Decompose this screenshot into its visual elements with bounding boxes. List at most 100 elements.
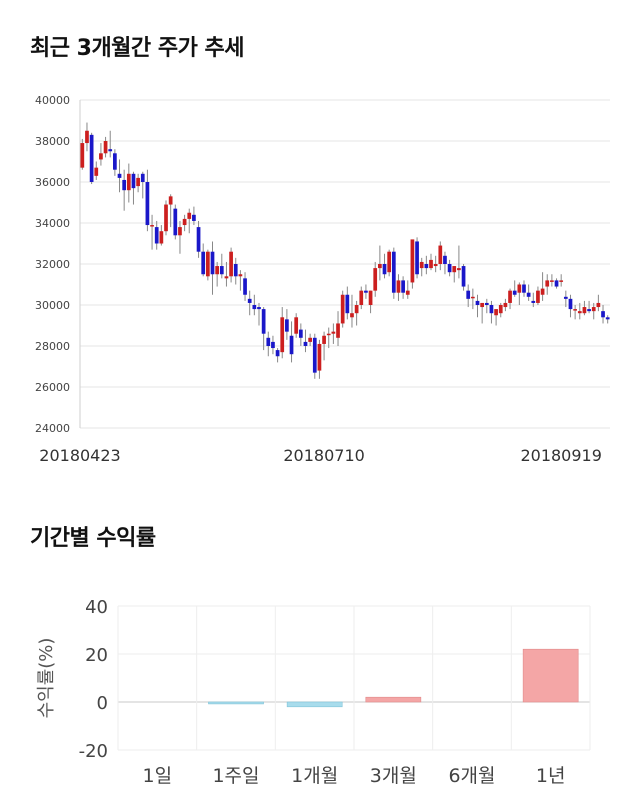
candle-body	[215, 266, 220, 275]
candle-body	[563, 296, 568, 299]
candle-body	[391, 251, 396, 293]
candle-body	[387, 251, 392, 273]
candle-body	[298, 329, 303, 338]
candle-body	[484, 302, 489, 305]
candle-body	[461, 266, 466, 287]
candle-body	[350, 313, 354, 318]
returns-x-tick-label: 1주일	[212, 765, 259, 787]
candle-body	[219, 266, 224, 275]
candle-body	[364, 290, 368, 293]
returns-y-tick-label: 20	[85, 645, 108, 666]
candle-body	[405, 290, 410, 295]
candle-body	[522, 284, 526, 293]
candle-body	[601, 311, 605, 318]
candle-body	[536, 290, 540, 303]
candle-body	[382, 264, 387, 275]
candle-body	[429, 259, 433, 269]
returns-y-tick-label: 0	[97, 693, 108, 714]
candle-body	[587, 309, 591, 312]
period-returns-title: 기간별 수익률	[30, 526, 156, 551]
candle-body	[312, 337, 317, 373]
candle-body	[545, 280, 550, 287]
candle-body	[271, 341, 275, 349]
price-y-tick-label: 38000	[35, 135, 70, 148]
candle-body	[531, 300, 536, 303]
candle-body	[438, 245, 443, 264]
candle-body	[373, 268, 378, 291]
candle-body	[154, 227, 159, 244]
candle-body	[150, 225, 154, 227]
price-y-tick-label: 34000	[35, 217, 70, 230]
candle-body	[145, 182, 150, 226]
candle-body	[99, 153, 103, 160]
candle-body	[94, 167, 99, 176]
returns-x-tick-label: 1개월	[291, 765, 338, 787]
candle-body	[322, 335, 326, 344]
candle-body	[559, 280, 564, 282]
candle-body	[136, 177, 140, 187]
price-y-tick-label: 30000	[35, 299, 70, 312]
candle-body	[447, 264, 452, 273]
candle-body	[210, 251, 215, 275]
candle-body	[494, 309, 498, 316]
candle-body	[591, 307, 596, 312]
candle-body	[224, 276, 229, 279]
price-y-tick-label: 36000	[35, 176, 70, 189]
price-x-tick-label: 20180423	[39, 446, 120, 465]
candle-body	[182, 218, 187, 226]
candle-body	[503, 302, 508, 308]
candle-body	[480, 302, 485, 308]
candle-body	[331, 331, 336, 334]
candle-body	[108, 149, 113, 152]
candle-body	[201, 251, 206, 275]
candle-body	[568, 298, 573, 310]
candle-body	[326, 333, 331, 336]
candle-body	[508, 290, 512, 303]
candle-body	[359, 290, 364, 305]
candle-body	[354, 305, 359, 314]
candle-body	[159, 231, 164, 244]
returns-x-tick-label: 1일	[143, 765, 173, 787]
candle-body	[415, 241, 419, 275]
returns-x-tick-label: 1년	[536, 765, 566, 787]
price-trend-chart: 24000 26000 28000 30000 32000 34000 36000 38000…	[35, 94, 610, 465]
candle-body	[345, 294, 350, 314]
candle-body	[126, 173, 131, 191]
candle-body	[498, 305, 503, 314]
candle-body	[85, 130, 89, 144]
candle-body	[275, 350, 280, 357]
candle-body	[378, 264, 382, 269]
candle-body	[192, 214, 196, 221]
candle-body	[113, 153, 117, 170]
candle-body	[131, 173, 136, 189]
candle-body	[252, 305, 257, 310]
candle-body	[247, 298, 252, 303]
candle-body	[103, 141, 108, 154]
candle-body	[229, 251, 233, 277]
returns-x-tick-label: 6개월	[448, 765, 495, 787]
candle-body	[257, 307, 261, 310]
price-x-tick-label: 20180710	[283, 446, 364, 465]
returns-bar	[208, 701, 264, 705]
candle-body	[285, 319, 289, 332]
candle-body	[605, 317, 610, 320]
candle-body	[368, 290, 373, 305]
returns-bar	[365, 696, 422, 703]
returns-x-tick-label: 3개월	[370, 765, 417, 787]
returns-y-tick-label: 40	[85, 597, 108, 618]
price-x-tick-label: 20180919	[520, 446, 601, 465]
candle-body	[164, 204, 168, 232]
candle-body	[294, 317, 299, 334]
candle-body	[140, 173, 145, 182]
candle-body	[526, 292, 531, 297]
candle-body	[457, 268, 461, 271]
candle-body	[419, 261, 424, 269]
price-y-tick-label: 32000	[35, 258, 70, 271]
price-y-tick-label: 24000	[35, 422, 70, 435]
candle-body	[452, 266, 457, 273]
candle-body	[424, 264, 429, 269]
returns-bar	[286, 701, 343, 708]
candle-body	[336, 323, 340, 338]
candle-body	[317, 343, 322, 371]
